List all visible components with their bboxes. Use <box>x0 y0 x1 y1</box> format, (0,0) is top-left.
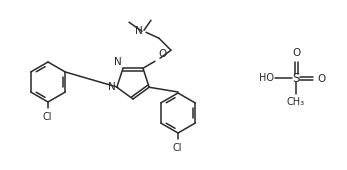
Text: O: O <box>317 73 325 83</box>
Text: S: S <box>292 72 300 84</box>
Text: N: N <box>108 82 116 92</box>
Text: CH₃: CH₃ <box>287 97 305 107</box>
Text: N: N <box>135 26 143 36</box>
Text: Cl: Cl <box>172 143 182 153</box>
Text: Cl: Cl <box>42 112 52 122</box>
Text: O: O <box>158 49 166 59</box>
Text: HO: HO <box>259 73 274 83</box>
Text: O: O <box>293 48 301 58</box>
Text: N: N <box>114 57 122 67</box>
